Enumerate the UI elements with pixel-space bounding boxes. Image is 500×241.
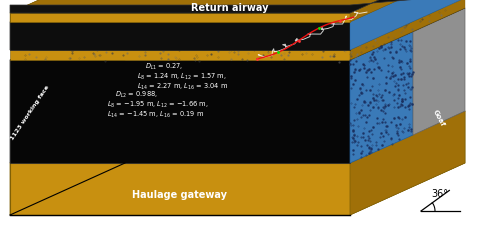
Polygon shape xyxy=(10,0,465,13)
Polygon shape xyxy=(350,0,465,60)
Polygon shape xyxy=(350,32,413,163)
Polygon shape xyxy=(413,8,465,135)
Text: $L_{14}$ = 2.27 m, $L_{16}$ = 3.04 m: $L_{14}$ = 2.27 m, $L_{16}$ = 3.04 m xyxy=(137,82,228,92)
Polygon shape xyxy=(10,60,350,163)
Text: $D_{L1}$ = 0.27,: $D_{L1}$ = 0.27, xyxy=(145,62,184,72)
Polygon shape xyxy=(350,111,465,215)
Text: 36°: 36° xyxy=(431,189,448,199)
Text: Goaf: Goaf xyxy=(432,108,446,127)
Text: 1123 working face: 1123 working face xyxy=(10,85,50,141)
Polygon shape xyxy=(350,111,465,215)
Text: $D_{L2}$ = 0.988,: $D_{L2}$ = 0.988, xyxy=(115,90,158,100)
Text: Haulage gateway: Haulage gateway xyxy=(132,190,228,200)
Text: Return airway: Return airway xyxy=(191,3,269,13)
Polygon shape xyxy=(350,0,465,50)
Polygon shape xyxy=(10,22,350,50)
Polygon shape xyxy=(10,0,465,13)
Polygon shape xyxy=(10,111,465,163)
Polygon shape xyxy=(10,111,125,215)
Polygon shape xyxy=(10,0,465,50)
Text: $L_8$ = −1.95 m, $L_{12}$ = −1.66 m,: $L_8$ = −1.95 m, $L_{12}$ = −1.66 m, xyxy=(107,100,208,110)
Text: $L_8$ = 1.24 m, $L_{12}$ = 1.57 m,: $L_8$ = 1.24 m, $L_{12}$ = 1.57 m, xyxy=(137,72,226,82)
Polygon shape xyxy=(10,163,350,215)
Text: $L_{14}$ = −1.45 m, $L_{16}$ = 0.19 m: $L_{14}$ = −1.45 m, $L_{16}$ = 0.19 m xyxy=(107,110,204,120)
Polygon shape xyxy=(10,8,125,163)
Polygon shape xyxy=(350,0,465,22)
Polygon shape xyxy=(10,8,465,60)
Polygon shape xyxy=(10,0,125,50)
Polygon shape xyxy=(10,50,350,60)
Polygon shape xyxy=(10,0,465,22)
Polygon shape xyxy=(10,13,350,22)
Polygon shape xyxy=(10,0,125,22)
